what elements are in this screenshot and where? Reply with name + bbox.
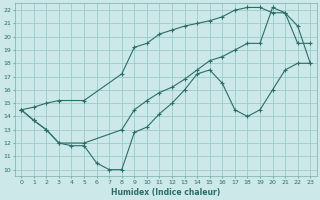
X-axis label: Humidex (Indice chaleur): Humidex (Indice chaleur)	[111, 188, 220, 197]
